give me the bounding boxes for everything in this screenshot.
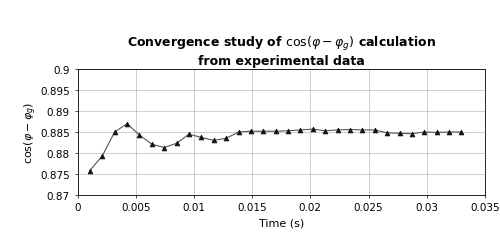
X-axis label: Time (s): Time (s)	[258, 218, 304, 228]
Title: Convergence study of $\cos(\varphi - \varphi_g)$ calculation
from experimental d: Convergence study of $\cos(\varphi - \va…	[127, 34, 436, 68]
Y-axis label: $\cos(\varphi - \varphi_g)$: $\cos(\varphi - \varphi_g)$	[22, 102, 38, 164]
